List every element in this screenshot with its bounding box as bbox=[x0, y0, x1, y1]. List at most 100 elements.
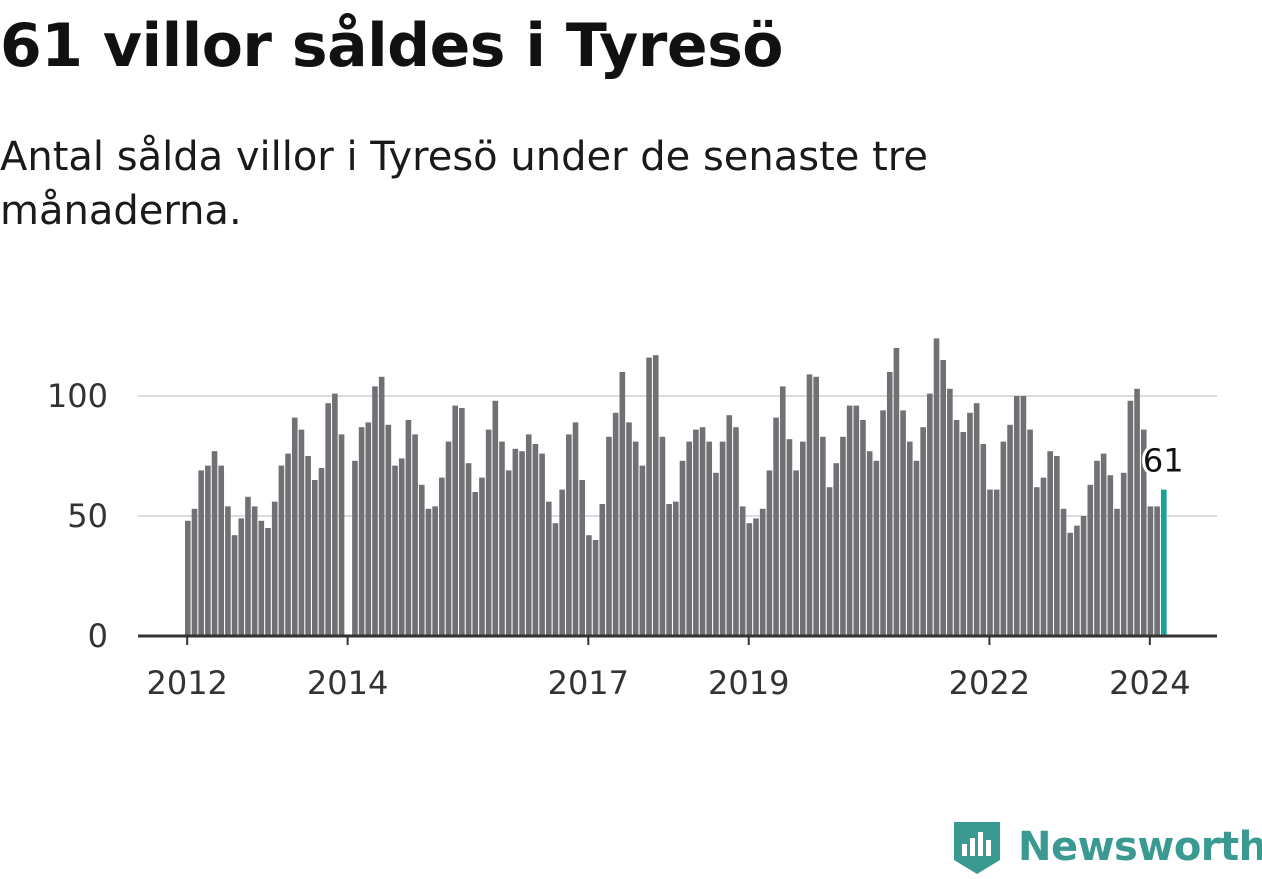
bar bbox=[372, 386, 378, 636]
bar bbox=[218, 465, 225, 636]
bar bbox=[352, 460, 358, 636]
bar bbox=[1080, 516, 1087, 636]
bar bbox=[545, 501, 552, 636]
bar bbox=[759, 508, 766, 636]
bar bbox=[713, 472, 719, 636]
bar bbox=[953, 420, 960, 636]
bar bbox=[492, 400, 499, 636]
bar bbox=[552, 523, 559, 636]
bar bbox=[993, 489, 1000, 636]
bar bbox=[405, 420, 412, 636]
bar bbox=[479, 477, 485, 636]
bar bbox=[706, 441, 713, 636]
bar bbox=[572, 422, 579, 636]
bar bbox=[205, 465, 211, 636]
bar bbox=[425, 508, 432, 636]
bar bbox=[786, 439, 793, 636]
bar bbox=[753, 518, 759, 636]
highlight-value-label: 61 bbox=[1143, 442, 1184, 480]
bar bbox=[258, 520, 265, 636]
bar bbox=[365, 422, 372, 636]
bar bbox=[592, 540, 599, 636]
bar bbox=[906, 441, 913, 636]
y-tick-label-100: 100 bbox=[47, 377, 108, 415]
bar bbox=[846, 405, 853, 636]
bar bbox=[1033, 487, 1040, 636]
bar bbox=[1074, 525, 1080, 636]
bar bbox=[880, 410, 886, 636]
brand-name: Newsworthy bbox=[1018, 824, 1262, 870]
bar bbox=[512, 448, 519, 636]
bar bbox=[398, 458, 405, 636]
bar bbox=[312, 480, 318, 636]
bar bbox=[1094, 460, 1100, 636]
bar bbox=[1087, 484, 1094, 636]
bar bbox=[632, 441, 639, 636]
bar bbox=[940, 360, 946, 636]
bar bbox=[766, 470, 773, 636]
bar bbox=[1027, 429, 1033, 636]
bar bbox=[960, 432, 967, 636]
bar bbox=[539, 453, 545, 636]
bar bbox=[893, 348, 900, 636]
bar bbox=[639, 465, 646, 636]
bar bbox=[967, 412, 973, 636]
y-tick-label-50: 50 bbox=[67, 497, 108, 535]
bar bbox=[860, 420, 866, 636]
bar bbox=[532, 444, 539, 636]
bar bbox=[1054, 456, 1060, 636]
bar bbox=[191, 508, 198, 636]
bar bbox=[980, 444, 987, 636]
bar bbox=[920, 427, 926, 636]
bar bbox=[332, 393, 338, 636]
bar bbox=[733, 427, 739, 636]
bar bbox=[719, 441, 726, 636]
bar bbox=[432, 506, 438, 636]
bar bbox=[499, 441, 505, 636]
bar bbox=[900, 410, 906, 636]
bar bbox=[358, 427, 365, 636]
bar bbox=[1140, 429, 1147, 636]
bar bbox=[1060, 508, 1067, 636]
bar bbox=[579, 480, 586, 636]
bar bbox=[820, 436, 826, 636]
bar bbox=[1107, 475, 1114, 636]
bar bbox=[418, 484, 425, 636]
bar bbox=[1007, 424, 1013, 636]
bar bbox=[693, 429, 699, 636]
bar bbox=[646, 357, 652, 636]
bar bbox=[1000, 441, 1007, 636]
page-subtitle: Antal sålda villor i Tyresö under de sen… bbox=[0, 134, 928, 234]
bar bbox=[185, 520, 191, 636]
bar bbox=[505, 470, 512, 636]
newsworthy-logo-icon bbox=[954, 822, 1000, 874]
bar bbox=[325, 403, 331, 636]
bar bbox=[947, 388, 953, 636]
bar bbox=[278, 465, 285, 636]
bar bbox=[465, 463, 472, 636]
bar bbox=[1120, 472, 1127, 636]
bar bbox=[726, 415, 733, 636]
bar bbox=[385, 424, 392, 636]
bar bbox=[251, 506, 258, 636]
bar bbox=[519, 451, 525, 636]
bar bbox=[245, 496, 251, 636]
bar bbox=[1134, 388, 1140, 636]
bar bbox=[833, 463, 840, 636]
bar bbox=[472, 492, 479, 636]
bar bbox=[225, 506, 231, 636]
bar bbox=[673, 501, 679, 636]
bar bbox=[606, 436, 612, 636]
bar bbox=[586, 535, 592, 636]
bar bbox=[599, 504, 606, 636]
bar bbox=[211, 451, 218, 636]
bar bbox=[559, 489, 565, 636]
bar bbox=[773, 417, 779, 636]
bar bbox=[198, 470, 204, 636]
bar bbox=[793, 470, 799, 636]
bar bbox=[1047, 451, 1053, 636]
bar bbox=[987, 489, 993, 636]
x-axis bbox=[138, 634, 1217, 645]
bar bbox=[1040, 477, 1047, 636]
